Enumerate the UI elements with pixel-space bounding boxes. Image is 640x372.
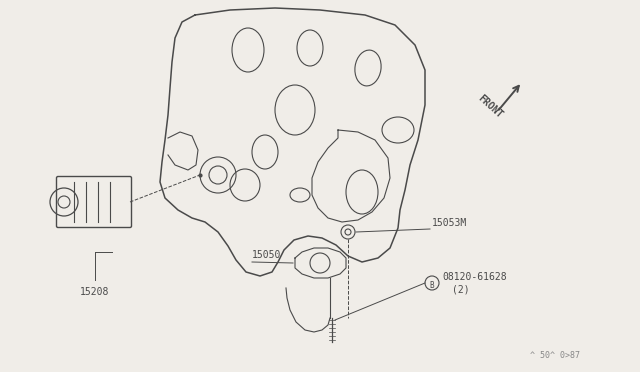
Text: ^ 50^ 0>87: ^ 50^ 0>87 bbox=[530, 351, 580, 360]
Text: FRONT: FRONT bbox=[476, 93, 504, 120]
Text: (2): (2) bbox=[452, 284, 470, 294]
Text: 15208: 15208 bbox=[80, 287, 109, 297]
Text: 08120-61628: 08120-61628 bbox=[442, 272, 507, 282]
Text: 15050: 15050 bbox=[252, 250, 282, 260]
Text: 15053M: 15053M bbox=[432, 218, 467, 228]
Text: B: B bbox=[429, 281, 435, 290]
